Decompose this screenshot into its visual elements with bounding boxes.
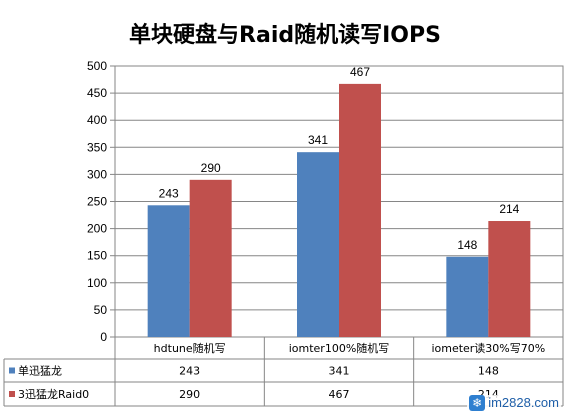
- data-label: 148: [457, 238, 477, 252]
- bar: [297, 152, 339, 337]
- bar: [446, 256, 489, 337]
- y-tick-labels: 0 50 100 150 200 250 300 350 400 450 500: [87, 59, 107, 344]
- bar: [488, 221, 531, 337]
- data-label: 214: [499, 202, 519, 216]
- y-tick-label: 50: [94, 303, 108, 317]
- bars: [147, 83, 531, 337]
- y-tick-label: 250: [87, 195, 107, 209]
- bar: [339, 83, 381, 337]
- legend-label: 3迅猛龙Raid0: [18, 388, 89, 401]
- y-tick-label: 400: [87, 113, 107, 127]
- snowflake-icon: ❄: [469, 395, 486, 411]
- y-tick-label: 200: [87, 222, 107, 236]
- y-tick-label: 350: [87, 140, 107, 154]
- x-tick-label: iometer读30%写70%: [431, 341, 545, 355]
- y-tick-label: 150: [87, 249, 107, 263]
- legend-label: 单迅猛龙: [18, 365, 62, 378]
- data-label: 341: [308, 133, 328, 147]
- data-label: 243: [159, 186, 179, 200]
- y-tick-label: 450: [87, 86, 107, 100]
- x-tick-label: hdtune随机写: [154, 341, 226, 355]
- data-labels: 243 290 341 467 148 214: [159, 65, 520, 252]
- table-cell: 290: [179, 388, 200, 401]
- legend-swatch: [9, 367, 15, 374]
- legend-swatch: [9, 391, 15, 397]
- data-label: 467: [350, 65, 370, 79]
- y-tick-label: 500: [87, 59, 107, 73]
- chart-title: 单块硬盘与Raid随机读写IOPS: [129, 22, 441, 48]
- y-tick-label: 300: [87, 167, 107, 181]
- y-tick-label: 0: [100, 330, 107, 344]
- x-tick-label: iomter100%随机写: [289, 341, 390, 355]
- watermark-text: im2828.com: [488, 395, 559, 410]
- y-tick-label: 100: [87, 276, 107, 290]
- table-cell: 467: [329, 388, 350, 401]
- data-label: 290: [201, 161, 221, 175]
- table-cell: 341: [329, 365, 350, 378]
- bar: [189, 179, 232, 337]
- table-cell: 243: [179, 365, 200, 378]
- table-cell: 148: [478, 365, 499, 378]
- watermark: ❄ im2828.com: [467, 395, 561, 411]
- bar: [147, 205, 190, 337]
